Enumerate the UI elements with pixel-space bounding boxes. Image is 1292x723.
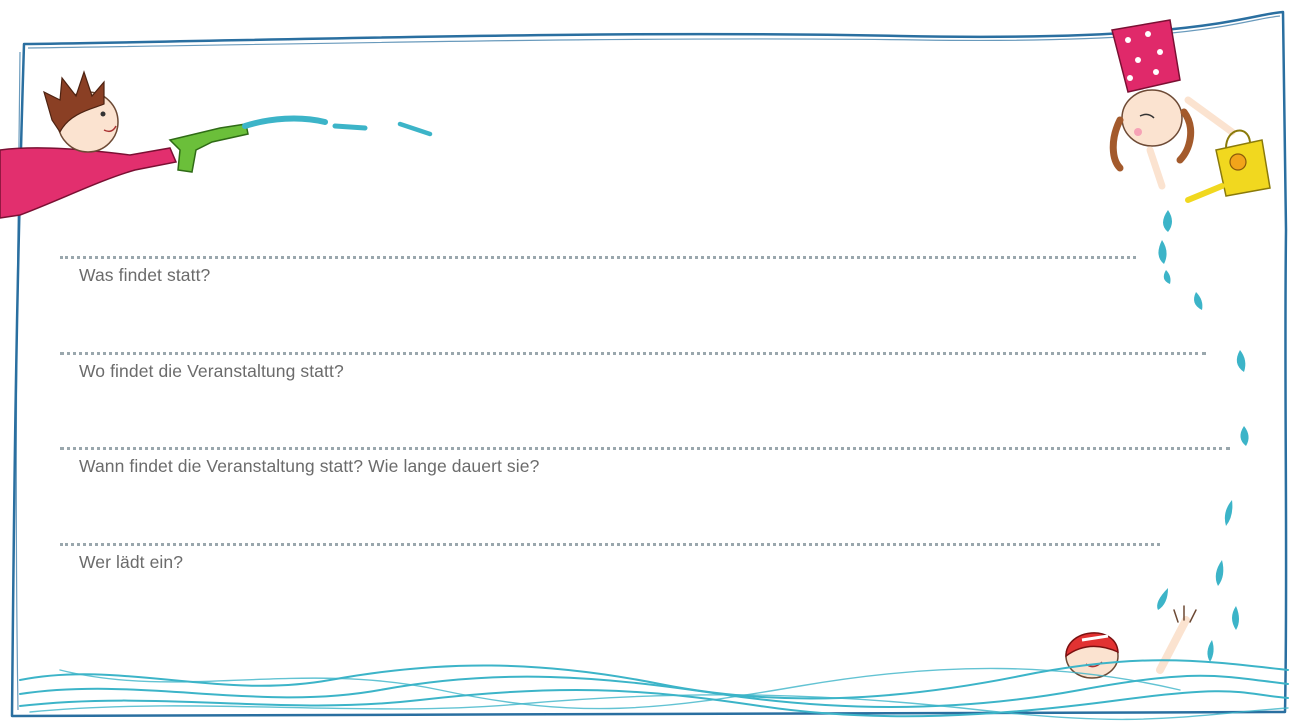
field-label-where: Wo findet die Veranstaltung statt? [79,361,344,381]
field-label-what: Was findet statt? [79,265,211,285]
answer-line-what[interactable] [60,256,1136,259]
form-field-who: Wer lädt ein? [60,543,1160,573]
water-drops-icon [1157,210,1249,662]
answer-line-when[interactable] [60,447,1230,450]
boy-with-water-pistol-icon [0,70,433,219]
water-waves-icon [19,659,1289,721]
answer-line-where[interactable] [60,352,1206,355]
form-field-where: Wo findet die Veranstaltung statt? [60,352,1206,382]
field-label-when: Wann findet die Veranstaltung statt? Wie… [79,456,540,476]
sketch-frame [10,10,1288,718]
sketch-frame-inner [15,15,1281,711]
swimmer-in-red-cap-icon [1065,605,1197,679]
form-field-when: Wann findet die Veranstaltung statt? Wie… [60,447,1230,477]
answer-line-who[interactable] [60,543,1160,546]
form-field-what: Was findet statt? [60,256,1136,286]
field-label-who: Wer lädt ein? [79,552,184,572]
girl-with-watering-can-icon [1109,19,1271,203]
